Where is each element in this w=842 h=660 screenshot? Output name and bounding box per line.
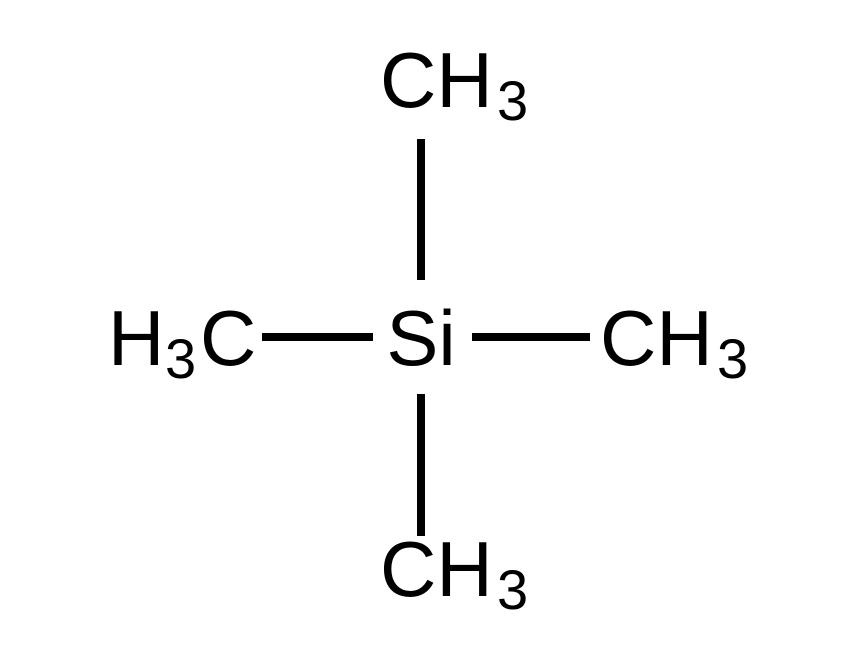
- substituent-bottom-subscript: 3: [497, 558, 528, 621]
- substituent-bottom-label: CH: [380, 525, 493, 613]
- substituent-top-label: CH: [380, 36, 493, 124]
- center-atom-si: Si: [386, 294, 455, 382]
- substituent-top-subscript: 3: [497, 69, 528, 132]
- substituent-left-label-right: C: [200, 294, 256, 382]
- chemical-structure-diagram: SiCH3CH3CH3H3C: [0, 0, 842, 660]
- substituent-left-label: H: [108, 294, 164, 382]
- substituent-right-label: CH: [600, 294, 713, 382]
- substituent-right-subscript: 3: [717, 327, 748, 390]
- substituent-left-subscript: 3: [165, 327, 196, 390]
